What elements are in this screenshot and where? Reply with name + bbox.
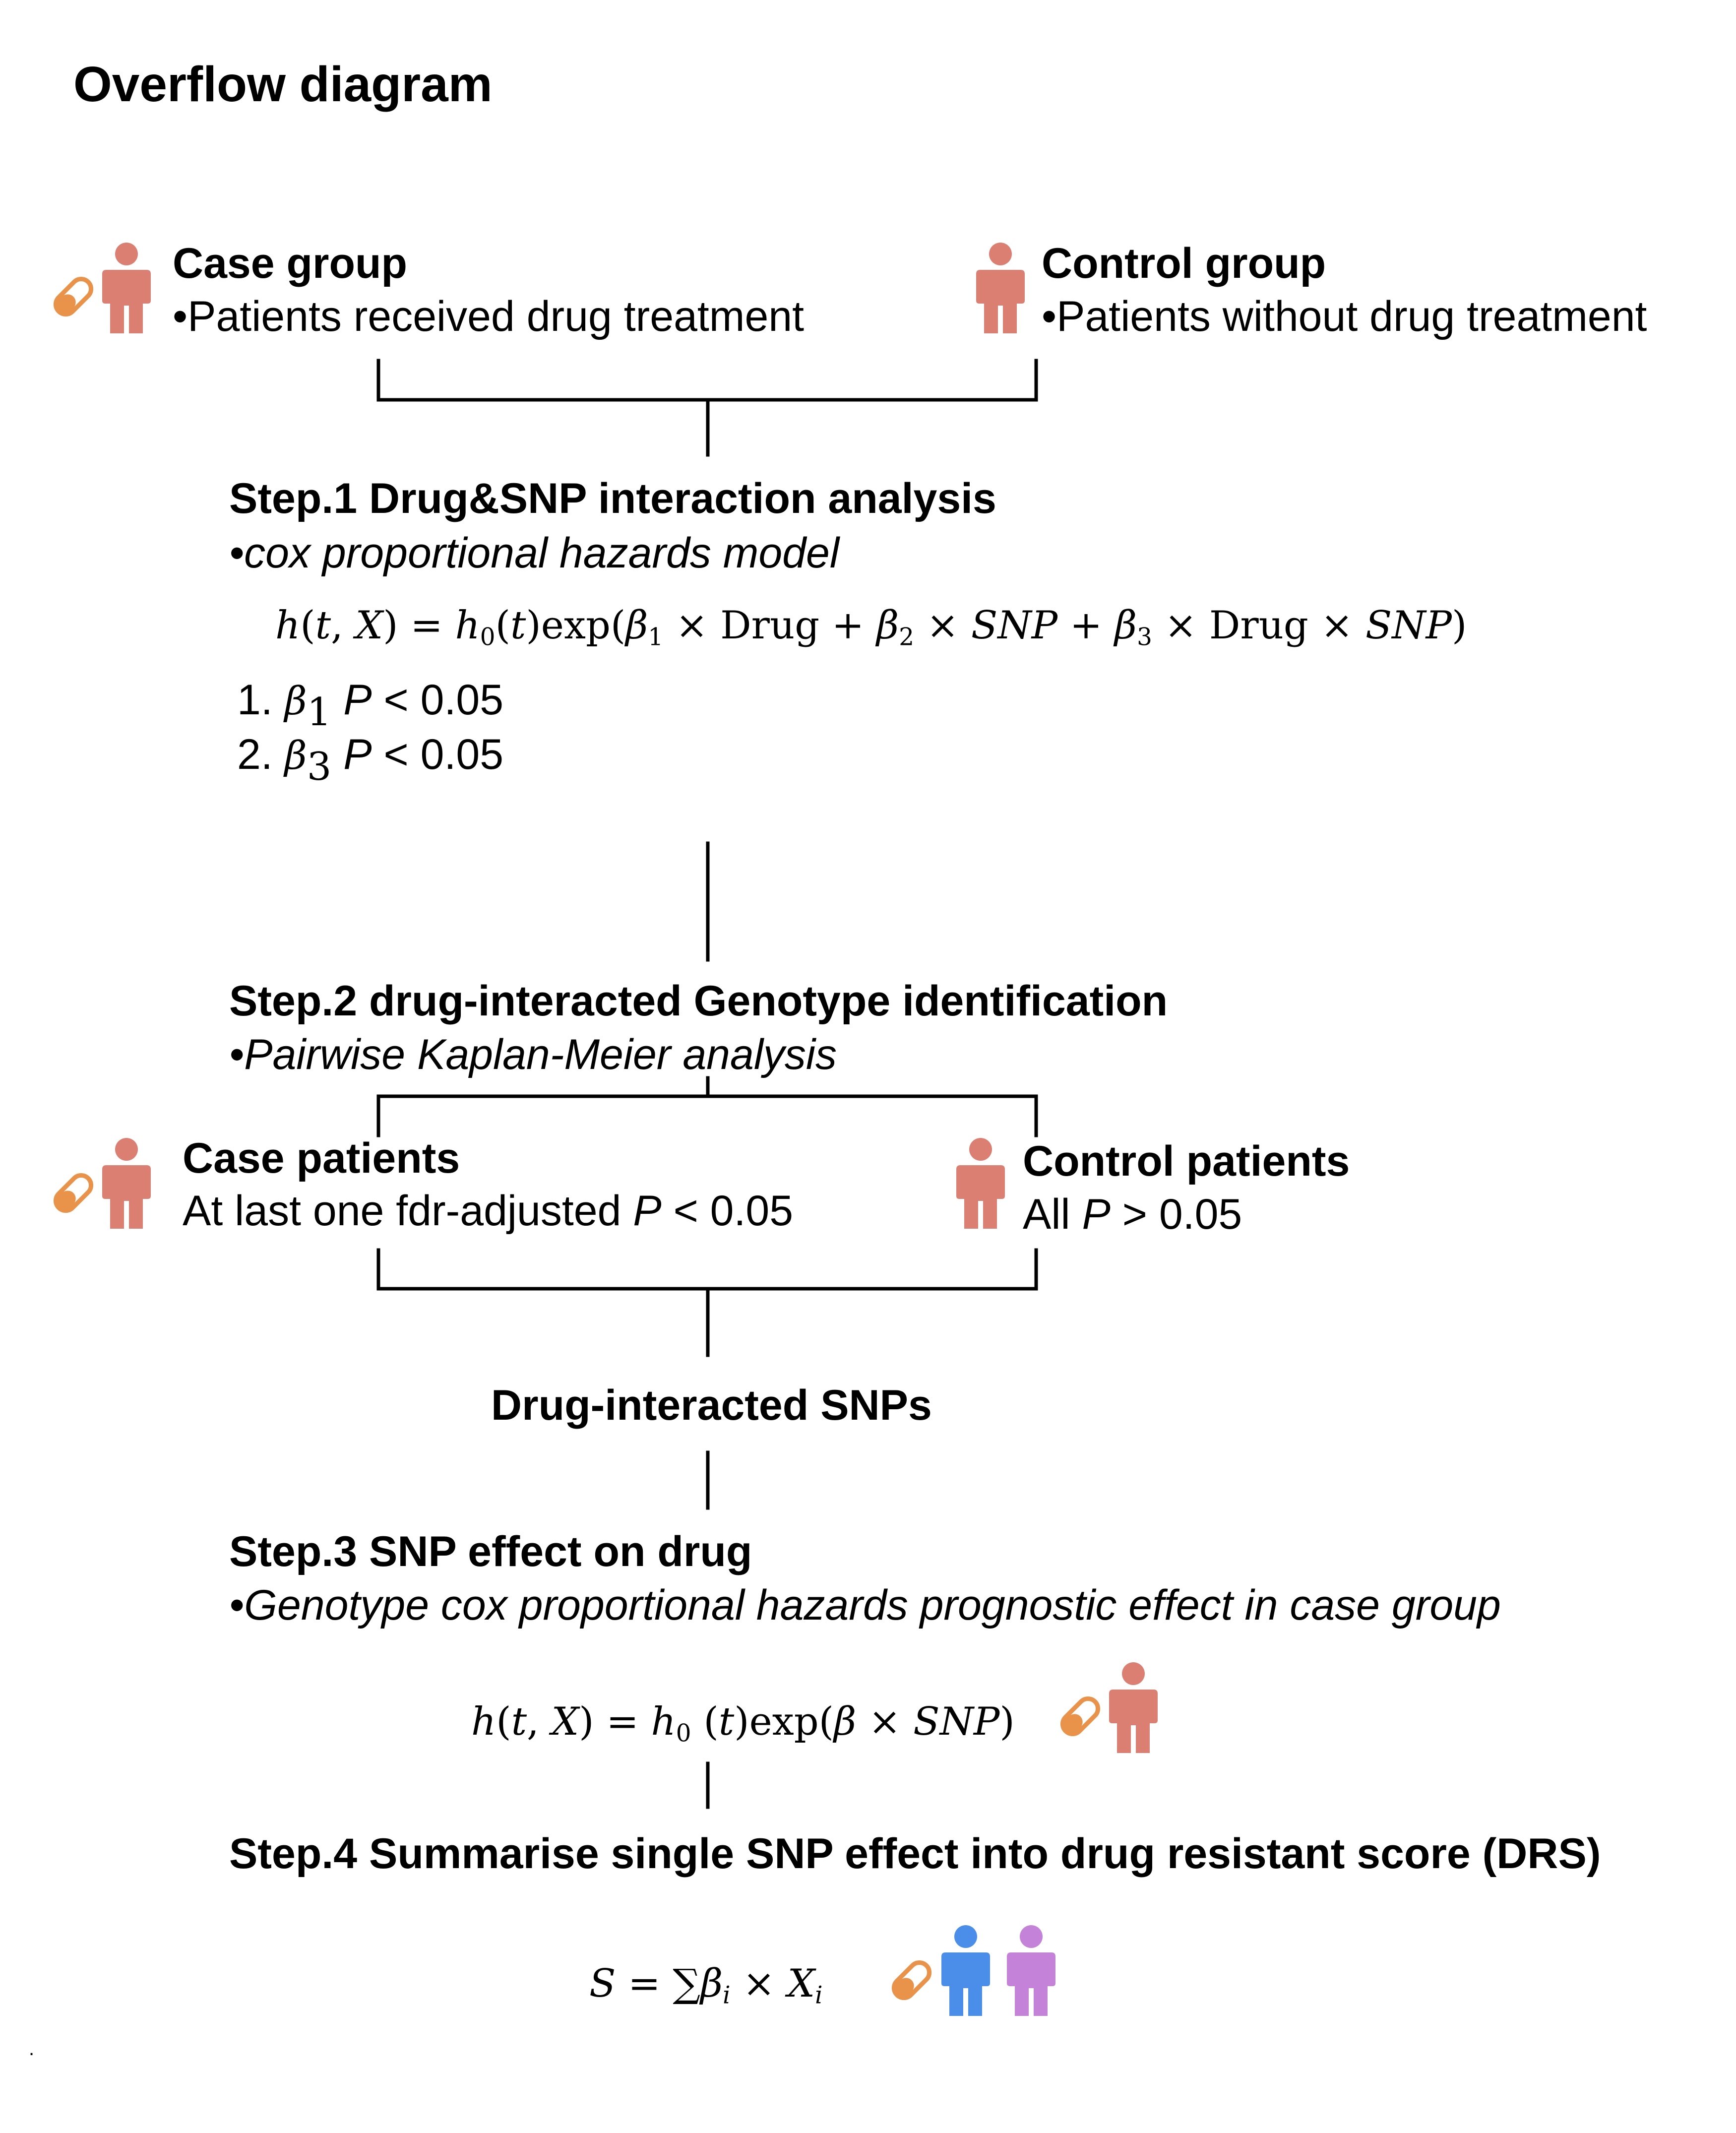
drug-interacted-snps-label: Drug-interacted SNPs — [491, 1384, 932, 1427]
step2-method: •Pairwise Kaplan-Meier analysis — [229, 1033, 837, 1076]
step1-heading: Step.1 Drug&SNP interaction analysis — [229, 477, 996, 520]
pill-icon — [49, 272, 98, 321]
control-patients-detail: All P > 0.05 — [1023, 1193, 1242, 1236]
step1-equation: h(t, X) = h0(t)exp(β1 × Drug + β2 × SNP … — [275, 606, 1467, 645]
case-group-detail: •Patients received drug treatment — [173, 295, 804, 338]
person-icon — [99, 1137, 154, 1232]
step1-criterion: 1. β1 P < 0.05 — [237, 679, 503, 732]
step3-method: •Genotype cox proportional hazards progn… — [229, 1584, 1501, 1627]
pill-icon — [49, 1168, 98, 1218]
person-icon — [99, 242, 154, 336]
case-group-heading: Case group — [173, 242, 407, 285]
step1-criterion: 2. β3 P < 0.05 — [237, 733, 503, 786]
step4-heading: Step.4 Summarise single SNP effect into … — [229, 1832, 1601, 1875]
control-group-heading: Control group — [1042, 242, 1326, 285]
person-icon-blue — [938, 1925, 993, 2019]
pill-icon — [887, 1955, 936, 2005]
person-icon — [1106, 1662, 1161, 1756]
person-icon — [953, 1137, 1008, 1232]
case-patients-detail: At last one fdr-adjusted P < 0.05 — [183, 1190, 793, 1232]
footnote-dot: . — [29, 2039, 34, 2059]
step1-method: •cox proportional hazards model — [229, 532, 839, 574]
page-title: Overflow diagram — [73, 60, 493, 109]
person-icon — [973, 242, 1028, 336]
step3-heading: Step.3 SNP effect on drug — [229, 1530, 752, 1573]
pill-icon — [1055, 1692, 1105, 1741]
patients-upper-bracket — [378, 1096, 1036, 1135]
control-patients-heading: Control patients — [1023, 1140, 1350, 1183]
step2-heading: Step.2 drug-interacted Genotype identifi… — [229, 980, 1168, 1022]
patients-lower-bracket — [378, 1250, 1036, 1289]
person-icon-purple — [1004, 1925, 1058, 2019]
control-group-detail: •Patients without drug treatment — [1042, 295, 1647, 338]
case-patients-heading: Case patients — [183, 1137, 460, 1180]
step4-equation: S = ∑βi × Xi — [589, 1964, 823, 2003]
step3-equation: h(t, X) = h0 (t)exp(β × SNP) — [471, 1702, 1015, 1741]
group-bracket — [378, 361, 1036, 400]
